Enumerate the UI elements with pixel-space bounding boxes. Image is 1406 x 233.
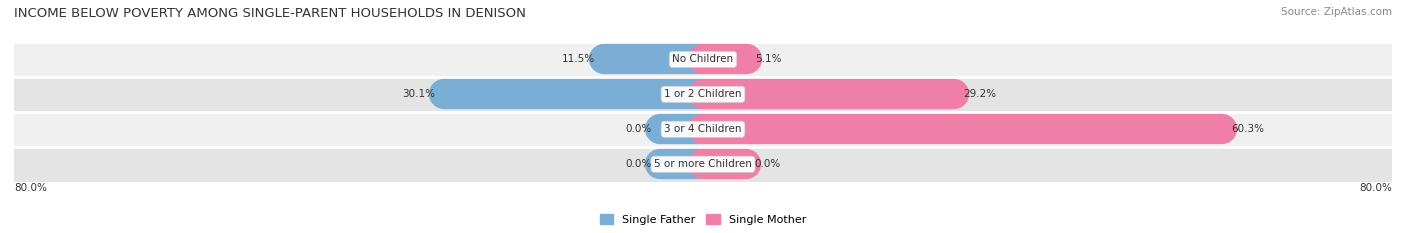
Bar — [14, 147, 1392, 182]
Text: 0.0%: 0.0% — [755, 159, 780, 169]
Legend: Single Father, Single Mother: Single Father, Single Mother — [596, 210, 810, 229]
Text: 80.0%: 80.0% — [1360, 184, 1392, 193]
Text: 30.1%: 30.1% — [402, 89, 436, 99]
Text: 1 or 2 Children: 1 or 2 Children — [664, 89, 742, 99]
Text: 5 or more Children: 5 or more Children — [654, 159, 752, 169]
Text: 3 or 4 Children: 3 or 4 Children — [664, 124, 742, 134]
Text: INCOME BELOW POVERTY AMONG SINGLE-PARENT HOUSEHOLDS IN DENISON: INCOME BELOW POVERTY AMONG SINGLE-PARENT… — [14, 7, 526, 20]
Text: 80.0%: 80.0% — [14, 184, 46, 193]
Bar — [14, 42, 1392, 77]
Text: 0.0%: 0.0% — [626, 124, 651, 134]
Bar — [14, 77, 1392, 112]
Text: No Children: No Children — [672, 55, 734, 64]
Text: 60.3%: 60.3% — [1230, 124, 1264, 134]
Text: 29.2%: 29.2% — [963, 89, 997, 99]
Text: 0.0%: 0.0% — [626, 159, 651, 169]
Text: Source: ZipAtlas.com: Source: ZipAtlas.com — [1281, 7, 1392, 17]
Text: 11.5%: 11.5% — [562, 55, 595, 64]
Bar — [14, 112, 1392, 147]
Text: 5.1%: 5.1% — [755, 55, 782, 64]
